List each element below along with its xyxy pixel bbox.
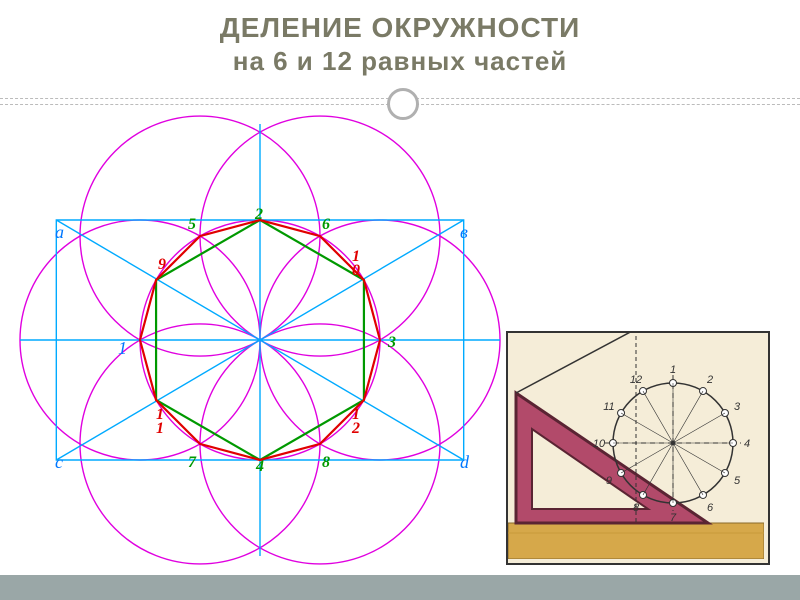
diagram-label: 1 (118, 338, 127, 359)
svg-text:10: 10 (593, 438, 606, 450)
title-line2: на 6 и 12 равных частей (0, 45, 800, 78)
title-line1: ДЕЛЕНИЕ ОКРУЖНОСТИ (0, 10, 800, 45)
diagram-label: 9 (158, 258, 166, 272)
diagram-label: 2 (255, 208, 263, 222)
svg-text:5: 5 (734, 475, 741, 487)
diagram-label: 12 (352, 408, 360, 437)
diagram-label: 4 (256, 460, 264, 474)
diagram-label: 5 (188, 218, 196, 232)
slide: ДЕЛЕНИЕ ОКРУЖНОСТИ на 6 и 12 равных част… (0, 0, 800, 600)
svg-text:1: 1 (670, 364, 676, 376)
diagram-label: а (55, 222, 64, 243)
diagram-label: d (460, 452, 469, 473)
main-diagram (0, 90, 560, 590)
diagram-label: 7 (188, 456, 196, 470)
title-block: ДЕЛЕНИЕ ОКРУЖНОСТИ на 6 и 12 равных част… (0, 0, 800, 78)
svg-text:9: 9 (606, 475, 612, 487)
svg-text:4: 4 (744, 438, 750, 450)
svg-text:6: 6 (707, 502, 714, 514)
svg-text:3: 3 (734, 401, 741, 413)
diagram-label: с (55, 452, 63, 473)
diagram-label: 6 (322, 218, 330, 232)
svg-text:11: 11 (603, 401, 614, 413)
diagram-label: в (460, 222, 468, 243)
diagram-label: 8 (322, 456, 330, 470)
svg-text:2: 2 (706, 374, 713, 386)
svg-text:8: 8 (633, 502, 640, 514)
svg-text:12: 12 (630, 374, 642, 386)
inset-illustration: 123456789101112 (506, 331, 770, 565)
svg-text:7: 7 (670, 512, 677, 524)
diagram-label: 11 (156, 408, 164, 437)
diagram-label: 10 (352, 250, 360, 279)
diagram-label: 3 (388, 336, 396, 350)
